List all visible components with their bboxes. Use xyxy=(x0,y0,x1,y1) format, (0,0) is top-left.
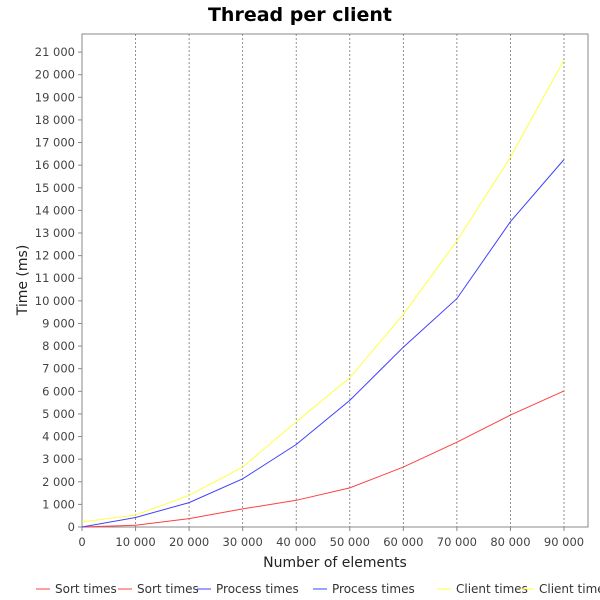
x-tick-label: 10 000 xyxy=(115,535,155,549)
legend: Sort times Sort times Process times Process… xyxy=(36,582,600,596)
legend-label: Client times xyxy=(456,582,528,596)
legend-label: Process times xyxy=(216,582,299,596)
y-tick-label: 4 000 xyxy=(42,430,75,444)
legend-label: Sort times xyxy=(55,582,117,596)
y-tick-label: 12 000 xyxy=(35,249,75,263)
x-tick-label: 50 000 xyxy=(330,535,370,549)
y-tick-label: 3 000 xyxy=(42,452,75,466)
x-tick-label: 90 000 xyxy=(544,535,584,549)
y-tick-label: 7 000 xyxy=(42,362,75,376)
y-axis-label: Time (ms) xyxy=(15,245,31,317)
x-tick-label: 20 000 xyxy=(169,535,209,549)
y-tick-label: 8 000 xyxy=(42,339,75,353)
y-tick-label: 10 000 xyxy=(35,294,75,308)
y-tick-label: 14 000 xyxy=(35,203,75,217)
x-tick-label: 70 000 xyxy=(437,535,477,549)
series-line-sort-times xyxy=(81,390,565,528)
x-tick-label: 0 xyxy=(78,535,85,549)
series-line-client-times xyxy=(81,59,565,523)
x-axis: 0 10 000 20 000 30 000 40 000 50 000 60 000 70 … xyxy=(78,527,584,549)
legend-label: Client times xyxy=(539,582,600,596)
plot-area xyxy=(81,33,589,528)
y-tick-label: 2 000 xyxy=(42,475,75,489)
y-tick-label: 16 000 xyxy=(35,158,75,172)
series-line-process-times xyxy=(81,159,565,528)
legend-label: Sort times xyxy=(137,582,199,596)
y-tick-label: 20 000 xyxy=(35,68,75,82)
y-tick-label: 13 000 xyxy=(35,226,75,240)
y-tick-label: 15 000 xyxy=(35,181,75,195)
y-tick-label: 18 000 xyxy=(35,113,75,127)
chart-title: Thread per client xyxy=(208,4,392,26)
y-tick-label: 9 000 xyxy=(42,316,75,330)
x-tick-label: 80 000 xyxy=(490,535,530,549)
legend-label: Process times xyxy=(332,582,415,596)
y-tick-label: 5 000 xyxy=(42,407,75,421)
x-tick-label: 40 000 xyxy=(276,535,316,549)
y-tick-label: 11 000 xyxy=(35,271,75,285)
x-axis-label: Number of elements xyxy=(263,555,407,571)
y-tick-label: 0 xyxy=(68,520,75,534)
y-tick-label: 19 000 xyxy=(35,90,75,104)
y-axis: 0 1 000 2 000 3 000 4 000 5 000 6 000 7 000 8 00… xyxy=(35,45,82,534)
y-tick-label: 17 000 xyxy=(35,136,75,150)
y-tick-label: 1 000 xyxy=(42,497,75,511)
x-tick-label: 30 000 xyxy=(223,535,263,549)
x-tick-label: 60 000 xyxy=(383,535,423,549)
y-tick-label: 6 000 xyxy=(42,384,75,398)
series-group xyxy=(81,59,565,528)
y-tick-label: 21 000 xyxy=(35,45,75,59)
